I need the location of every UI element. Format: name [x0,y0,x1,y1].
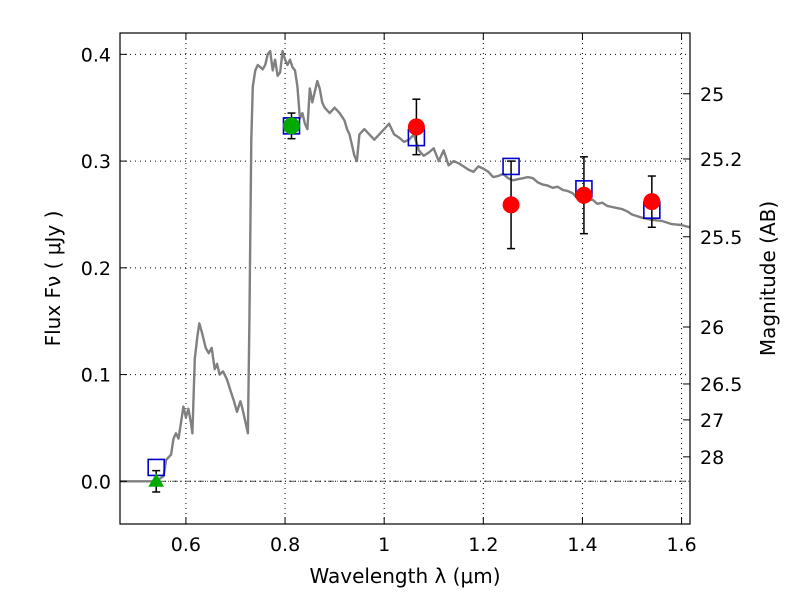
plot-frame [119,32,691,525]
magnitude-tick-label: 27 [700,410,724,432]
magnitude-tick-label: 28 [700,447,724,469]
x-tick-label: 0.6 [171,534,201,556]
x-tick-label: 1.6 [666,534,696,556]
magnitude-tick-label: 25 [700,84,724,106]
model-sed-line [120,49,691,483]
observed-markers [148,117,661,487]
grid [120,33,690,524]
observed-point [282,117,300,135]
observed-point [502,196,520,214]
magnitude-axis-ticks: 25 25.2 25.5 26 26.5 27 28 [683,84,742,469]
y-tick-label: 0.1 [81,365,111,387]
model-sed-curve [120,49,691,483]
y-axis-label: Flux Fν ( μJy ) [41,211,65,347]
x-tick-label: 0.8 [270,534,300,556]
upper-limit-triangle [148,473,165,487]
y-tick-label: 0.2 [81,258,111,280]
y-tick-label: 0.0 [81,471,111,493]
magnitude-tick-label: 25.5 [700,227,742,249]
magnitude-tick-label: 25.2 [700,149,742,171]
observed-point [575,186,593,204]
x-axis-label: Wavelength λ (μm) [309,564,500,588]
y-axis-ticks: 0.0 0.1 0.2 0.3 0.4 [81,44,127,493]
y-tick-label: 0.3 [81,151,111,173]
x-axis-ticks: 0.6 0.8 1 1.2 1.4 1.6 [171,33,697,556]
observed-point [407,118,425,136]
x-tick-label: 1 [378,534,390,556]
x-tick-label: 1.4 [567,534,597,556]
y-tick-label: 0.4 [81,44,111,66]
x-tick-label: 1.2 [468,534,498,556]
magnitude-tick-label: 26 [700,317,724,339]
magnitude-axis-label: Magnitude (AB) [756,201,780,356]
observed-point [643,193,661,211]
magnitude-tick-label: 26.5 [700,374,742,396]
model-photometry-square [502,157,520,176]
